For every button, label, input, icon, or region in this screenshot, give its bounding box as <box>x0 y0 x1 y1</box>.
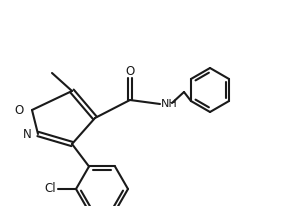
Text: NH: NH <box>161 99 178 109</box>
Text: O: O <box>125 64 135 77</box>
Text: N: N <box>23 129 32 142</box>
Text: O: O <box>15 103 24 117</box>
Text: Cl: Cl <box>44 183 56 195</box>
